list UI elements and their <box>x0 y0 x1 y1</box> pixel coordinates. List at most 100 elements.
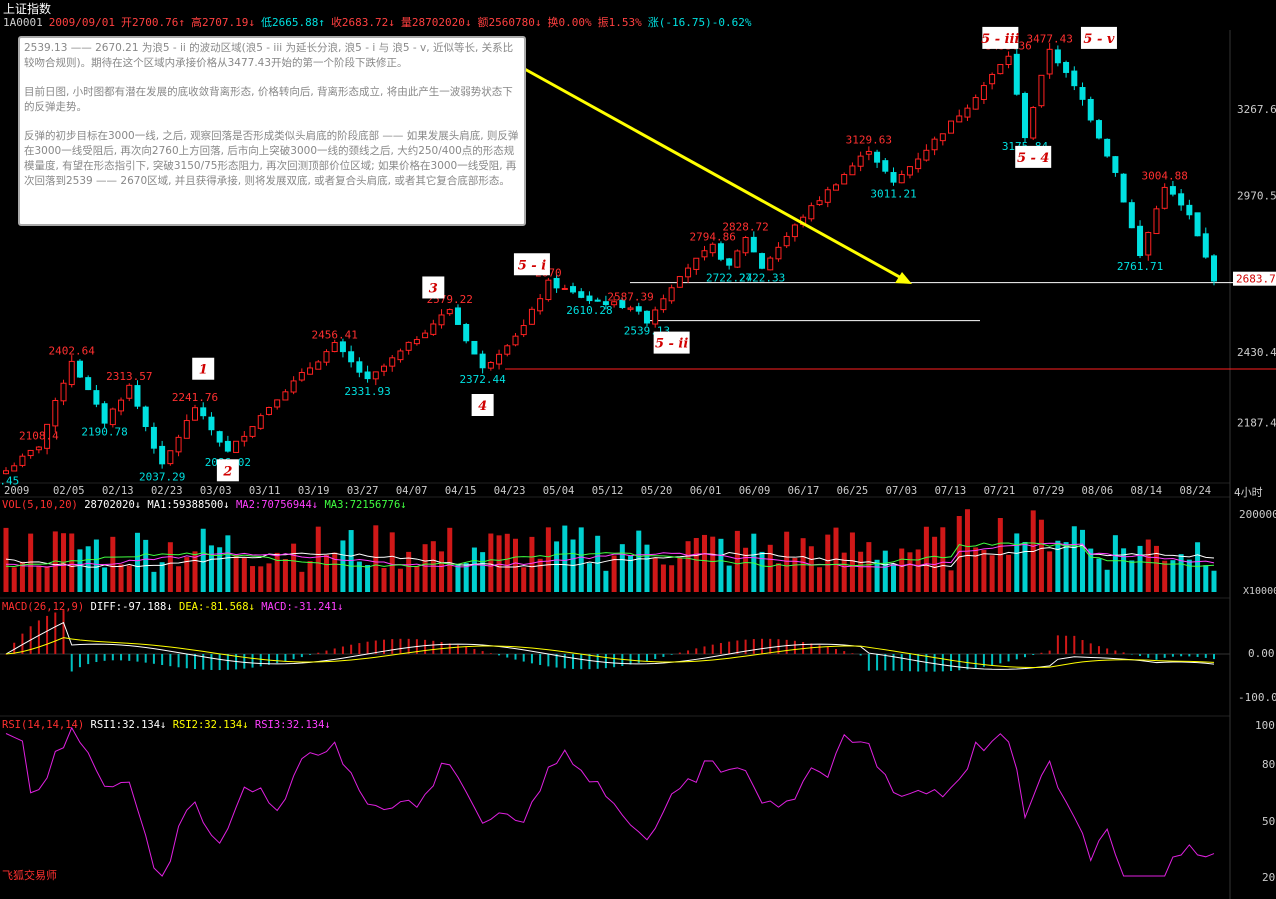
candle-body <box>339 341 346 353</box>
volume-bar <box>512 538 518 592</box>
volume-bar <box>652 557 658 592</box>
wave-label-box <box>422 276 445 299</box>
macd-histogram-bar <box>103 654 106 661</box>
volume-bar <box>307 561 313 592</box>
candle-body <box>989 73 996 85</box>
quote-amplitude: 振1.53% <box>597 16 642 29</box>
candle-body <box>504 345 511 355</box>
candle-body <box>528 308 535 325</box>
date-axis-label: 05/20 <box>641 485 673 497</box>
volume-bar <box>899 548 905 592</box>
volume-bar <box>208 545 214 592</box>
macd-histogram-bar <box>670 654 673 655</box>
volume-bar <box>389 532 395 592</box>
macd-histogram-bar <box>900 654 903 671</box>
candle-body <box>857 155 864 167</box>
volume-bar <box>422 544 428 592</box>
price-axis-tick: 2187.4 <box>1237 417 1276 430</box>
macd-histogram-bar <box>522 654 525 662</box>
volume-bar <box>710 536 716 592</box>
macd-histogram-bar <box>161 654 164 665</box>
wave-label: 4 <box>478 399 487 414</box>
footer-brand: 飞狐交易师 <box>2 869 57 882</box>
candle-body <box>315 361 322 370</box>
volume-bar <box>792 557 798 592</box>
candle-body <box>298 371 305 381</box>
macd-histogram-bar <box>62 610 65 654</box>
candle-body <box>389 357 396 367</box>
price-label: 2372.44 <box>459 373 506 386</box>
volume-bar <box>19 561 25 592</box>
candle-body <box>561 287 568 290</box>
volume-bar <box>1203 565 1209 592</box>
volume-bar <box>1038 519 1044 592</box>
volume-bar <box>849 532 855 592</box>
macd-histogram-bar <box>111 654 114 661</box>
analysis-note: 2539.13 —— 2670.21 为浪5 - ii 的波动区域(浪5 - i… <box>18 36 526 226</box>
candle-body <box>865 150 872 155</box>
candle-body <box>586 295 593 302</box>
volume-bar <box>225 535 231 592</box>
macd-diff: DIFF:-97.188↓ <box>90 601 173 613</box>
candle-body <box>3 470 9 475</box>
volume-bar <box>274 552 280 592</box>
candle-body <box>68 360 75 386</box>
current-price-tag <box>1233 271 1276 286</box>
candle-body <box>496 353 503 365</box>
volume-bar <box>471 547 477 592</box>
volume-bar <box>907 552 913 592</box>
candle-body <box>101 403 108 424</box>
candle-body <box>1054 49 1061 64</box>
rsi-axis-50: 50 <box>1262 815 1276 828</box>
price-label: 2037.29 <box>139 470 185 483</box>
candle-body <box>1194 212 1201 237</box>
date-axis-label: 2009 <box>4 485 29 497</box>
macd-histogram-bar <box>489 653 492 654</box>
candle-body <box>35 446 42 451</box>
candle-body <box>726 258 733 266</box>
volume-bar <box>948 570 954 592</box>
macd-histogram-bar <box>711 644 714 654</box>
price-label: 2794.86 <box>690 230 736 243</box>
candle-body <box>118 399 125 412</box>
note-paragraph-2: 目前日图, 小时图都有潜在发展的底收敛背离形态, 价格转向后, 背离形态成立, … <box>24 86 513 113</box>
volume-bar <box>176 566 182 592</box>
candle-body <box>874 151 881 163</box>
volume-bar <box>447 527 453 592</box>
wave-label-box <box>471 394 494 416</box>
candle-body <box>964 107 971 118</box>
volume-bar <box>718 538 724 592</box>
macd-histogram-bar <box>950 654 953 671</box>
volume-bar <box>291 543 297 592</box>
candle-body <box>1030 107 1037 139</box>
volume-bar <box>841 552 847 592</box>
price-label: 2610.28 <box>566 304 612 317</box>
volume-bar <box>36 565 42 592</box>
volume-bar <box>332 552 338 592</box>
candle-body <box>898 174 905 184</box>
candle-body <box>216 431 223 443</box>
macd-histogram-bar <box>333 648 336 654</box>
macd-histogram-bar <box>1213 654 1215 660</box>
volume-header: VOL(5,10,20) 28702020↓ MA1:59388500↓ MA2… <box>2 499 407 511</box>
candle-body <box>1161 186 1168 209</box>
macd-histogram-bar <box>637 654 640 663</box>
candle-body <box>915 158 922 170</box>
candle-body <box>742 237 749 254</box>
volume-bar <box>1080 529 1086 592</box>
volume-bar <box>480 552 486 592</box>
macd-histogram-bar <box>350 644 353 654</box>
volume-bar <box>529 536 535 592</box>
candle-body <box>192 407 199 421</box>
volume-bar <box>1211 570 1217 592</box>
volume-bar <box>775 563 781 592</box>
quote-open: 开2700.76↑ <box>120 16 185 29</box>
macd-histogram-bar <box>1065 635 1068 654</box>
candle-body <box>1186 204 1193 216</box>
wave-label-box <box>982 26 1019 49</box>
macd-dea-line <box>5 637 1215 668</box>
macd-histogram-bar <box>1081 640 1084 654</box>
macd-histogram-bar <box>629 654 632 665</box>
date-axis-label: 06/17 <box>788 485 820 497</box>
